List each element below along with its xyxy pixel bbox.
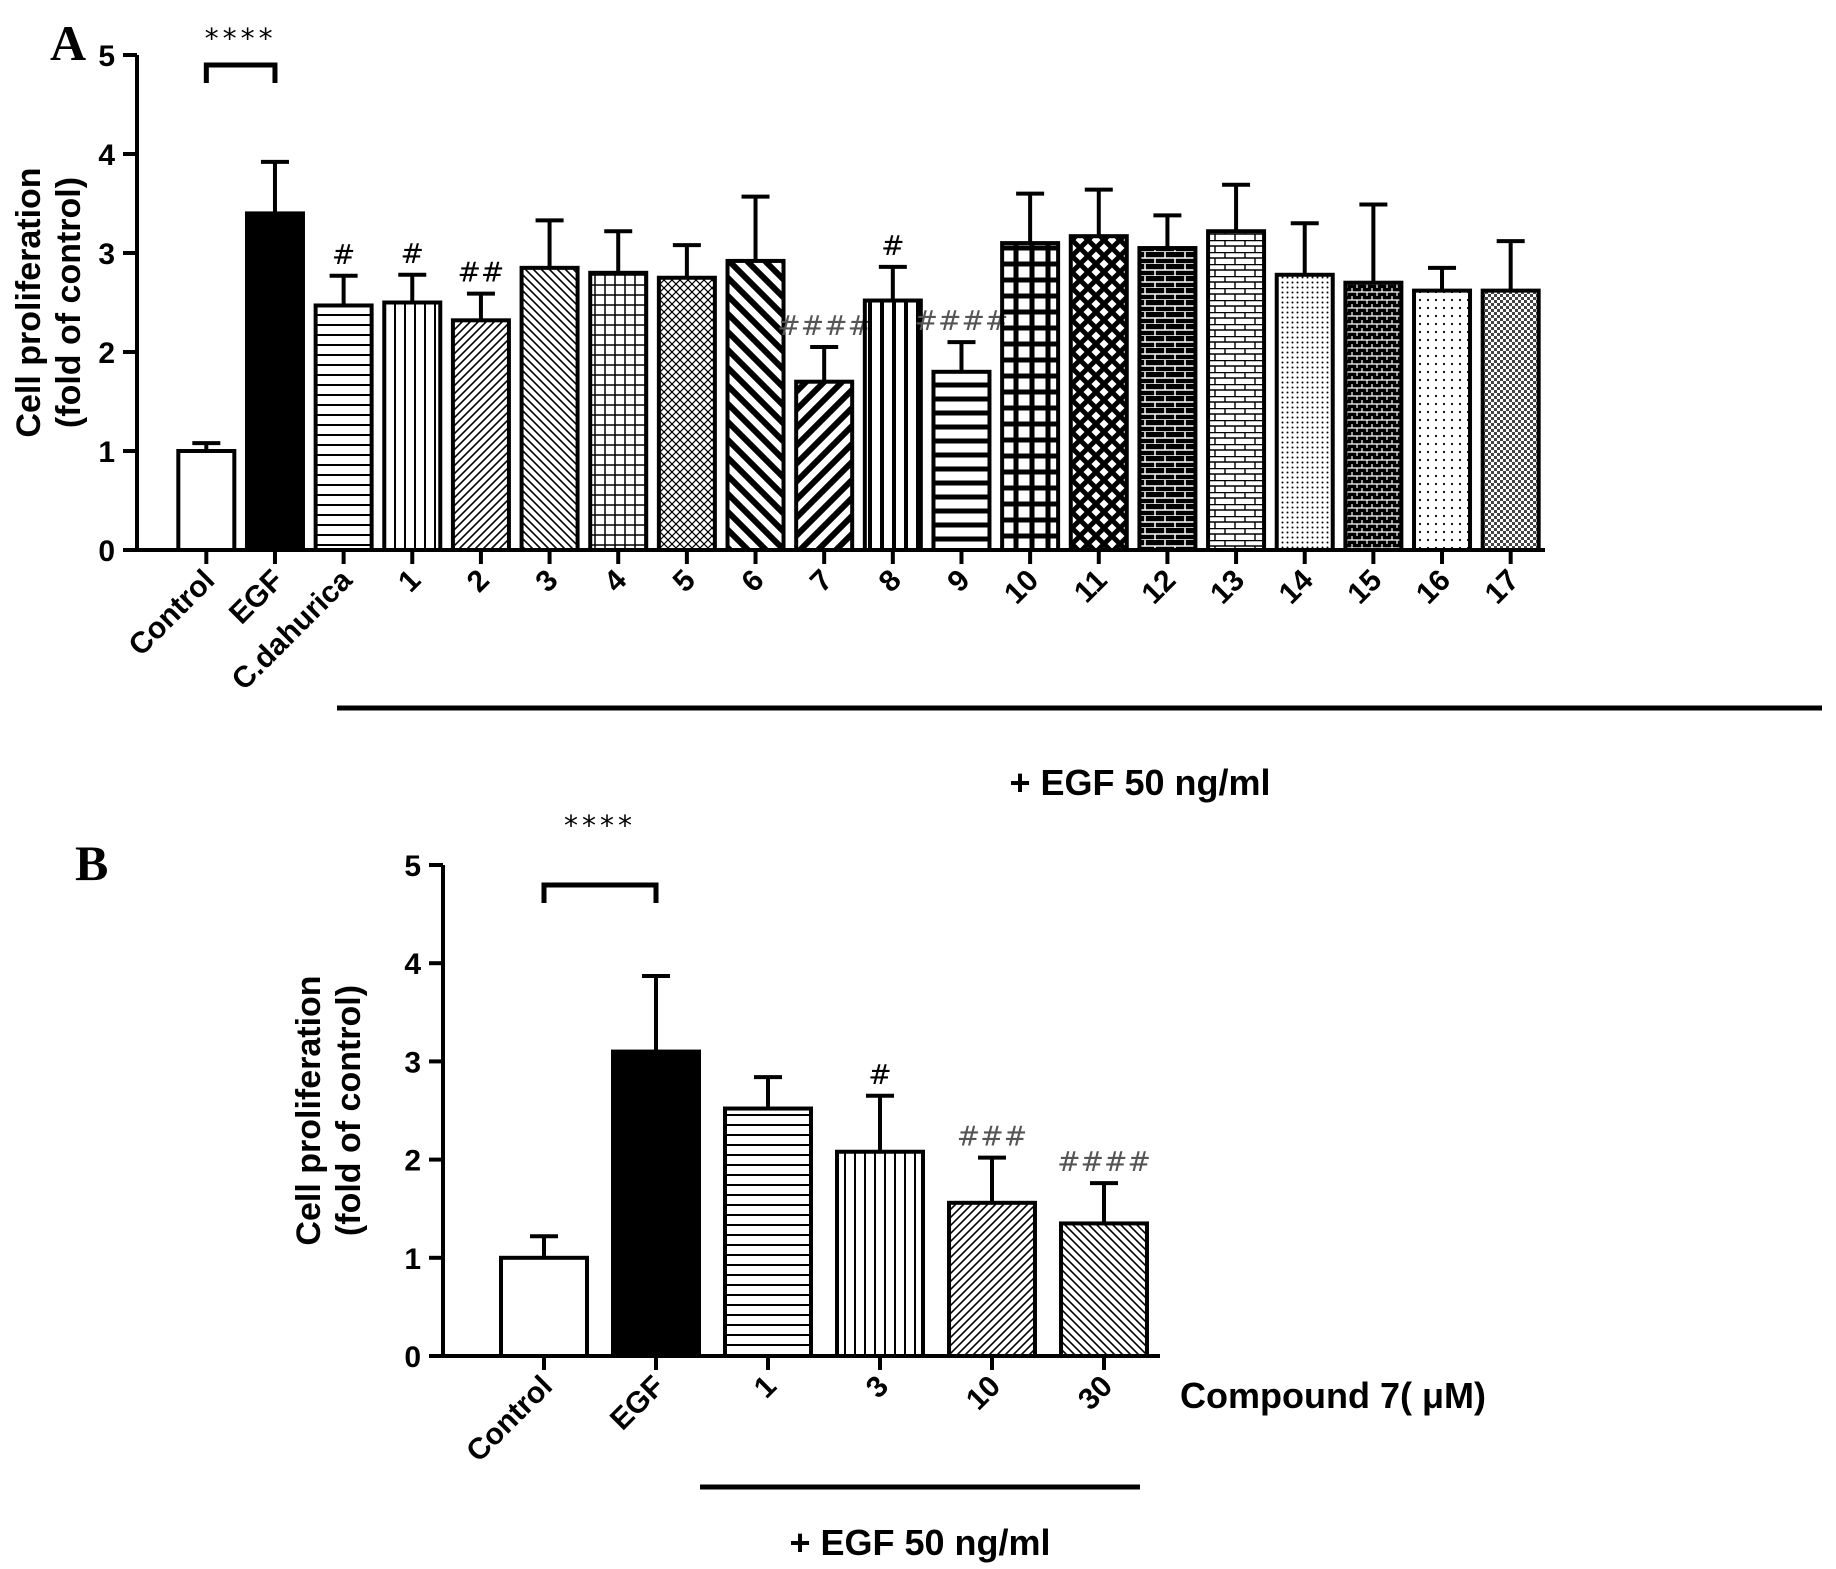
significance-label: **** [564, 809, 636, 842]
x-tick-label: 12 [1135, 564, 1182, 611]
significance-mark: #### [1057, 1145, 1151, 1178]
x-tick-label: 8 [873, 564, 908, 599]
y-axis-label: Cell proliferation(fold of control) [290, 975, 368, 1245]
bar [176, 449, 237, 552]
significance-mark: # [332, 238, 355, 271]
significance-mark: # [881, 229, 904, 262]
bar [1206, 229, 1267, 552]
bar [947, 1200, 1037, 1358]
bar [794, 379, 855, 553]
bar [1000, 241, 1061, 552]
x-tick-label: EGF [604, 1370, 671, 1437]
y-axis-label-line: Cell proliferation [10, 167, 48, 437]
y-axis-label-line: (fold of control) [50, 177, 88, 428]
bar [499, 1255, 589, 1359]
y-tick-label: 2 [404, 1145, 421, 1178]
y-tick-label: 3 [98, 238, 115, 271]
significance-mark: ## [457, 256, 504, 289]
significance-mark: # [401, 237, 424, 270]
x-tick-label: 3 [860, 1370, 895, 1405]
bar [723, 1106, 813, 1359]
y-tick-label: 5 [98, 40, 115, 73]
x-tick-label: 13 [1204, 564, 1251, 611]
bar [931, 369, 992, 552]
significance-bracket [541, 882, 659, 903]
group-caption: + EGF 50 ng/ml [1009, 762, 1270, 803]
x-tick-label: 2 [461, 564, 496, 599]
y-tick-label: 0 [404, 1341, 421, 1374]
significance-mark: # [868, 1058, 891, 1091]
panel-label: A [50, 15, 86, 71]
bar [1343, 280, 1404, 552]
y-tick-label: 0 [98, 535, 115, 568]
y-axis-label-line: Cell proliferation [290, 975, 328, 1245]
y-tick-label: 1 [98, 436, 115, 469]
chart-panel-b: B 0 1 2 3 4 5 Cell proliferation(fold of contro… [75, 809, 1486, 1563]
y-tick-label: 1 [404, 1243, 421, 1276]
bar [1480, 288, 1541, 552]
x-tick-label: 3 [529, 564, 564, 599]
x-tick-label: 9 [941, 564, 976, 599]
bar [862, 298, 923, 552]
y-tick-label: 4 [98, 139, 115, 172]
significance-bracket [203, 62, 278, 83]
y-tick-label: 4 [404, 948, 421, 981]
bar [656, 275, 717, 552]
significance-mark: ### [957, 1120, 1027, 1153]
significance-label: **** [205, 22, 277, 55]
bar [244, 211, 305, 552]
x-tick-label: Control [123, 564, 222, 663]
bar [725, 258, 786, 552]
x-tick-label: 7 [804, 564, 839, 599]
x-tick-label: 30 [1072, 1370, 1119, 1417]
x-tick-label: 16 [1410, 564, 1457, 611]
bar [313, 303, 374, 552]
x-tick-label: 14 [1273, 563, 1320, 610]
bar [835, 1149, 925, 1359]
x-tick-label: 6 [735, 564, 770, 599]
bar [1068, 234, 1129, 552]
x-tick-label: 5 [667, 564, 702, 599]
x-tick-label: 10 [960, 1370, 1007, 1417]
x-axis-label: Compound 7( μM) [1180, 1375, 1486, 1416]
y-tick-label: 3 [404, 1046, 421, 1079]
bar [611, 1049, 701, 1358]
x-tick-label: 1 [748, 1370, 783, 1405]
significance-mark: #### [915, 304, 1009, 337]
bar [1274, 272, 1335, 552]
group-caption: + EGF 50 ng/ml [789, 1522, 1050, 1563]
y-tick-label: 2 [98, 337, 115, 370]
y-tick-label: 5 [404, 850, 421, 883]
bar [450, 318, 511, 552]
bar [382, 300, 443, 552]
y-axis-label: Cell proliferation(fold of control) [10, 167, 88, 437]
significance-mark: #### [777, 309, 871, 342]
bar [1137, 246, 1198, 553]
x-tick-label: 15 [1341, 564, 1388, 611]
bar [1059, 1221, 1149, 1359]
x-tick-label: 4 [598, 563, 633, 598]
panel-label: B [75, 835, 108, 891]
x-tick-label: 1 [392, 564, 427, 599]
x-tick-label: Control [460, 1370, 559, 1469]
x-tick-label: 17 [1479, 564, 1526, 611]
x-tick-label: 11 [1068, 564, 1114, 610]
x-tick-label: 10 [998, 564, 1045, 611]
bar [1412, 288, 1473, 552]
bar [588, 270, 649, 552]
bar [519, 265, 580, 552]
y-axis-label-line: (fold of control) [330, 985, 368, 1236]
